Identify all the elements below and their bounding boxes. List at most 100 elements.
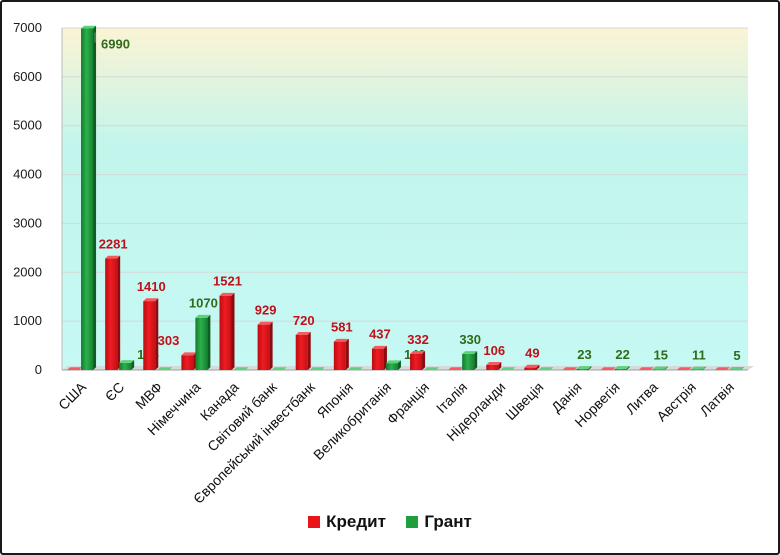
bar-side-grant xyxy=(588,366,592,370)
bar-top-grant xyxy=(462,351,478,354)
bar-top-grant xyxy=(652,366,668,370)
legend-item-grant: Грант xyxy=(406,512,472,532)
bar-top-credit xyxy=(143,298,159,302)
bar-credit xyxy=(410,353,423,370)
x-category-label: МВФ xyxy=(132,379,165,412)
bar-grant xyxy=(195,317,208,370)
data-label-credit: 106 xyxy=(483,343,505,358)
bar-top-credit xyxy=(181,352,197,356)
bar-side-grant xyxy=(397,360,401,370)
x-category-label: США xyxy=(55,378,90,413)
x-category-label: Австрія xyxy=(653,379,699,425)
bar-top-grant xyxy=(157,367,173,370)
data-label-credit: 437 xyxy=(369,327,391,342)
legend-swatch-grant xyxy=(406,516,419,528)
bar-top-credit xyxy=(333,338,349,342)
data-label-grant: 15 xyxy=(653,347,667,362)
data-label-grant: 22 xyxy=(615,347,629,362)
bar-top-credit xyxy=(410,350,426,354)
bar-top-credit xyxy=(448,367,464,370)
bar-side-grant xyxy=(207,314,211,370)
bar-grant xyxy=(385,363,398,370)
bar-top-credit xyxy=(676,367,692,370)
bar-top-grant xyxy=(119,360,135,363)
bar-top-grant xyxy=(424,367,440,370)
bar-top-grant xyxy=(690,366,706,370)
bar-side-grant xyxy=(664,366,668,370)
data-label-credit: 581 xyxy=(331,320,353,335)
bar-top-credit xyxy=(638,367,654,370)
bar-grant xyxy=(81,28,94,370)
data-label-credit: 332 xyxy=(407,332,429,347)
bar-side-grant xyxy=(702,366,706,370)
bar-credit xyxy=(219,295,232,370)
bar-top-grant xyxy=(576,366,592,369)
bar-top-credit xyxy=(714,367,730,370)
bar-top-grant xyxy=(195,314,211,318)
bar-credit xyxy=(524,367,537,370)
legend-item-credit: Кредит xyxy=(308,512,386,532)
bar-top-credit xyxy=(371,345,387,349)
y-tick-label: 5000 xyxy=(13,118,42,133)
bar-top-credit xyxy=(295,332,311,335)
bar-top-credit xyxy=(67,367,83,370)
data-label-grant: 6990 xyxy=(101,36,130,51)
bar-side-credit xyxy=(231,292,235,370)
bar-side-credit xyxy=(307,332,311,370)
data-label-grant: 1070 xyxy=(189,296,218,311)
bar-side-credit xyxy=(155,298,159,370)
y-tick-label: 6000 xyxy=(13,69,42,84)
y-tick-label: 4000 xyxy=(13,167,42,182)
data-label-credit: 303 xyxy=(158,333,180,348)
legend-label-grant: Грант xyxy=(424,512,472,531)
x-category-label: Латвія xyxy=(697,379,737,419)
bar-top-credit xyxy=(257,321,273,325)
bar-side-grant xyxy=(474,351,478,370)
bar-top-grant xyxy=(728,366,744,370)
y-tick-label: 7000 xyxy=(13,20,42,35)
bar-credit xyxy=(295,334,308,370)
data-label-credit: 2281 xyxy=(99,237,128,252)
bar-credit xyxy=(257,324,270,370)
bar-credit xyxy=(486,364,499,370)
bar-top-grant xyxy=(347,367,363,370)
bar-top-grant xyxy=(309,367,325,370)
y-tick-label: 2000 xyxy=(13,264,42,279)
data-label-credit: 1410 xyxy=(137,279,166,294)
bar-credit xyxy=(371,348,384,370)
data-label-credit: 49 xyxy=(525,346,539,361)
data-label-credit: 929 xyxy=(255,303,277,318)
bar-credit xyxy=(181,355,194,370)
data-label-credit: 720 xyxy=(293,313,315,328)
bar-top-grant xyxy=(614,366,630,369)
bar-top-grant xyxy=(538,367,554,370)
plot-area xyxy=(62,28,748,370)
bar-grant xyxy=(576,368,589,370)
bar-credit xyxy=(143,301,156,370)
bar-grant xyxy=(119,362,132,370)
x-category-label: Франція xyxy=(384,379,433,428)
legend-label-credit: Кредит xyxy=(326,512,386,531)
bar-side-credit xyxy=(536,364,540,370)
y-tick-label: 0 xyxy=(35,362,42,377)
data-label-grant: 11 xyxy=(692,347,706,362)
bar-grant xyxy=(462,353,475,370)
bar-top-credit xyxy=(562,367,578,370)
y-tick-label: 3000 xyxy=(13,215,42,230)
bar-side-credit xyxy=(498,362,502,370)
bar-side-credit xyxy=(117,255,121,370)
bar-credit xyxy=(105,258,118,370)
bar-side-grant xyxy=(626,366,630,370)
bar-side-credit xyxy=(269,321,273,370)
bar-top-grant xyxy=(81,25,97,29)
y-tick-label: 1000 xyxy=(13,313,42,328)
data-label-credit: 1521 xyxy=(213,274,242,289)
bar-top-credit xyxy=(105,255,121,259)
bar-top-grant xyxy=(233,367,249,370)
bar-top-credit xyxy=(524,364,540,368)
bar-side-grant xyxy=(93,25,97,371)
bar-top-grant xyxy=(271,367,287,370)
data-label-grant: 23 xyxy=(577,347,591,362)
bar-grant xyxy=(690,369,703,370)
x-category-label: Швеція xyxy=(502,379,546,423)
